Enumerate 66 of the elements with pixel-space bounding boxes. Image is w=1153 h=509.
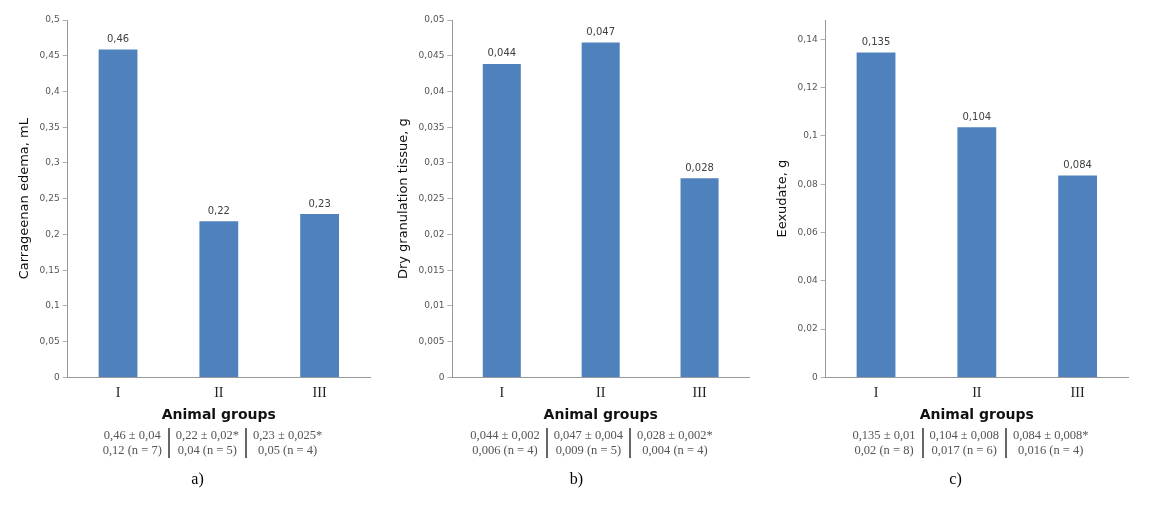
text: a): [191, 470, 204, 488]
y-tick-label: 0,35: [39, 121, 60, 132]
text: 0,044 ± 0,002 0,006 (n = 4): [469, 428, 541, 458]
x-axis-title: Animal groups: [161, 406, 276, 423]
y-axis-title: Carrageenan edema, mL: [16, 117, 32, 280]
y-tick-label: 0,06: [797, 226, 818, 237]
y-tick-label: 0,02: [797, 323, 818, 334]
y-tick-label: 0,05: [424, 14, 445, 25]
data-label: 0,46: [106, 33, 130, 45]
data-label: 0,044: [487, 47, 517, 59]
text: 0,028 ± 0,002* 0,004 (n = 4): [629, 428, 719, 458]
text: 0,084 ± 0,008* 0,016 (n = 4): [1004, 428, 1095, 458]
text: 0,46 ± 0,04 0,12 (n = 7): [101, 428, 163, 458]
y-tick-label: 0: [438, 371, 445, 382]
text: 0,23 ± 0,025* 0,05 (n = 4): [244, 428, 329, 458]
text: c): [949, 470, 962, 488]
y-tick-label: 0,08: [797, 178, 818, 189]
x-tick-label: III: [1070, 385, 1085, 401]
y-axis-title: Dry granulation tissue, g: [395, 118, 411, 280]
x-tick-label: I: [873, 385, 879, 401]
data-label: 0,135: [861, 35, 891, 47]
y-tick-label: 0,015: [418, 264, 445, 275]
y-tick-label: 0,04: [424, 85, 445, 96]
x-tick-label: I: [499, 385, 505, 401]
y-tick-label: 0,045: [418, 50, 445, 61]
text: 0,047 ± 0,004 0,009 (n = 5): [545, 428, 630, 458]
y-tick-label: 0,005: [418, 336, 445, 346]
data-label: 0,047: [586, 26, 615, 38]
y-tick-label: 0,25: [39, 193, 60, 204]
y-tick-label: 0: [811, 371, 818, 382]
data-label: 0,084: [1063, 159, 1092, 171]
text: 0,104 ± 0,008 0,017 (n = 6): [921, 428, 1005, 458]
y-axis-title: Eexudate, g: [774, 159, 790, 238]
data-label: 0,028: [685, 161, 714, 173]
x-tick-label: III: [692, 385, 707, 401]
text: b): [569, 470, 584, 488]
y-tick-label: 0,45: [39, 50, 60, 61]
data-label: 0,22: [207, 204, 230, 216]
y-tick-label: 0,15: [39, 264, 60, 275]
y-tick-label: 0: [53, 371, 60, 382]
y-tick-label: 0,05: [39, 336, 60, 346]
x-tick-label: II: [972, 385, 982, 401]
y-tick-label: 0,14: [797, 33, 818, 44]
x-axis-title: Animal groups: [919, 406, 1034, 423]
data-label: 0,23: [308, 197, 331, 209]
y-tick-label: 0,5: [45, 14, 60, 25]
y-tick-label: 0,035: [418, 121, 445, 132]
x-axis-title: Animal groups: [543, 406, 658, 423]
x-tick-label: II: [596, 385, 606, 401]
y-tick-label: 0,02: [424, 228, 445, 239]
y-tick-label: 0,04: [797, 275, 818, 286]
y-tick-label: 0,4: [45, 85, 60, 96]
y-tick-label: 0,01: [424, 300, 445, 311]
y-tick-label: 0,2: [45, 228, 60, 239]
text: 0,22 ± 0,02* 0,04 (n = 5): [167, 428, 245, 458]
data-label: 0,104: [962, 110, 992, 122]
x-tick-label: II: [214, 385, 224, 401]
y-tick-label: 0,1: [45, 300, 60, 311]
x-tick-label: I: [115, 385, 121, 401]
y-tick-label: 0,03: [424, 157, 445, 168]
y-tick-label: 0,1: [803, 130, 818, 141]
text: 0,135 ± 0,01 0,02 (n = 8): [851, 428, 917, 458]
y-tick-label: 0,025: [418, 193, 445, 204]
y-tick-label: 0,3: [45, 157, 60, 168]
y-tick-label: 0,12: [797, 81, 818, 92]
x-tick-label: III: [312, 385, 327, 401]
